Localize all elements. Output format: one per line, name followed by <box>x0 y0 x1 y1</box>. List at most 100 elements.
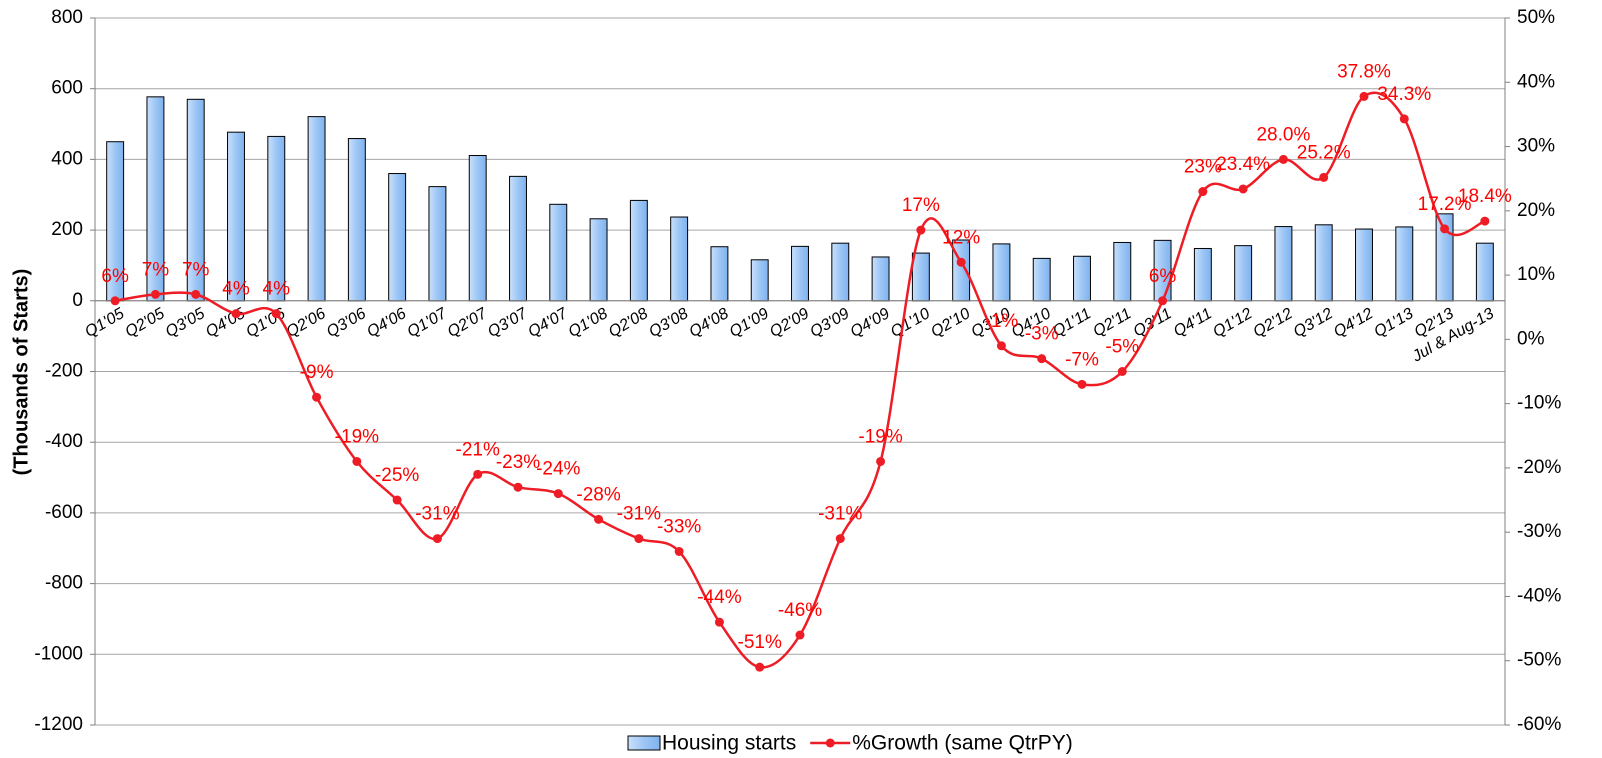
bar <box>1113 241 1132 302</box>
value-label: -33% <box>657 516 701 537</box>
value-label: -3% <box>1025 324 1059 345</box>
value-label: -31% <box>617 504 661 525</box>
bar <box>871 256 890 302</box>
point <box>110 296 120 306</box>
bar <box>1475 242 1494 302</box>
x-tick-label: Q4'08 <box>686 305 731 341</box>
y2-tick-label: 10% <box>1517 264 1555 285</box>
bar <box>831 242 850 302</box>
bar <box>428 186 447 302</box>
y2-tick-label: -10% <box>1517 393 1561 414</box>
value-label: -7% <box>1065 349 1099 370</box>
x-tick-label: Q3'09 <box>807 305 852 341</box>
x-tick-label: Q3'07 <box>485 305 531 341</box>
value-label: 25.2% <box>1297 142 1351 163</box>
bar <box>1355 228 1373 302</box>
legend-label: %Growth (same QtrPY) <box>852 732 1073 755</box>
value-label: -1% <box>985 311 1019 332</box>
x-tick-label: Q1'09 <box>727 305 772 341</box>
x-tick-label: Q3'05 <box>163 305 208 341</box>
value-label: 17.2% <box>1418 194 1472 215</box>
value-label: -44% <box>697 587 741 608</box>
x-tick-label: Q2'08 <box>606 305 651 341</box>
x-tick-label: Q1'05 <box>82 305 127 341</box>
value-label: 17% <box>902 195 940 216</box>
value-label: -23% <box>496 452 540 473</box>
bar <box>468 155 487 302</box>
value-label: 6% <box>1149 266 1177 287</box>
value-label: -19% <box>335 426 379 447</box>
value-label: -51% <box>738 632 782 653</box>
point <box>1359 91 1369 101</box>
point <box>1238 184 1248 194</box>
value-label: 12% <box>942 227 980 248</box>
legend-label: Housing starts <box>662 732 796 755</box>
point <box>473 469 483 479</box>
point <box>191 289 201 299</box>
y-tick-label: 0 <box>72 290 83 311</box>
bar <box>911 252 930 302</box>
y2-tick-label: 0% <box>1517 328 1545 349</box>
bar <box>509 175 527 302</box>
y-tick-label: -400 <box>45 431 83 452</box>
y-tick-label: -800 <box>45 573 83 594</box>
x-tick-label: Q2'12 <box>1250 305 1295 341</box>
point <box>513 482 523 492</box>
x-tick-label: Q2'10 <box>928 305 973 341</box>
x-tick-label: Q1'13 <box>1371 305 1416 341</box>
y-tick-label: -1200 <box>34 714 83 735</box>
point <box>755 662 765 672</box>
point <box>1278 154 1288 164</box>
point <box>352 456 362 466</box>
bar <box>549 203 568 302</box>
value-label: -19% <box>858 426 902 447</box>
bar <box>1395 226 1414 302</box>
y-tick-label: 800 <box>51 7 83 28</box>
x-tick-label: Q2'07 <box>445 305 491 341</box>
bar <box>1234 245 1253 302</box>
bar <box>992 243 1011 302</box>
bar <box>347 138 366 302</box>
value-label: -25% <box>375 465 419 486</box>
x-tick-label: Q3'12 <box>1291 305 1336 341</box>
x-tick-label: Q2'09 <box>767 305 812 341</box>
value-label: 28.0% <box>1256 124 1310 145</box>
value-label: -31% <box>818 504 862 525</box>
point <box>392 495 402 505</box>
y-tick-label: -600 <box>45 502 83 523</box>
value-label: -46% <box>778 600 822 621</box>
x-tick-label: Q1'10 <box>888 305 933 341</box>
bar <box>1193 247 1212 302</box>
point <box>594 514 604 524</box>
bar <box>710 246 729 302</box>
x-tick-label: Q1'07 <box>404 305 450 341</box>
bar <box>670 216 689 302</box>
y-tick-label: -200 <box>45 361 83 382</box>
bar <box>388 173 407 302</box>
point <box>1399 114 1409 124</box>
point <box>1077 379 1087 389</box>
point <box>835 534 845 544</box>
value-label: 18.4% <box>1458 186 1512 207</box>
x-tick-label: Q4'09 <box>848 305 893 341</box>
point <box>231 309 241 319</box>
bar <box>307 116 326 302</box>
y-tick-label: 600 <box>51 78 83 99</box>
point <box>795 630 805 640</box>
value-label: -24% <box>536 459 580 480</box>
value-label: 34.3% <box>1377 84 1431 105</box>
x-tick-label: Q2'05 <box>122 305 167 341</box>
point <box>150 289 160 299</box>
y-tick-label: -1000 <box>34 643 83 664</box>
x-tick-label: Q3'08 <box>646 305 691 341</box>
point <box>956 257 966 267</box>
value-label: 7% <box>142 259 170 280</box>
bar <box>1073 255 1091 302</box>
point <box>432 534 442 544</box>
point <box>1440 224 1450 234</box>
value-label: -21% <box>456 439 500 460</box>
y2-tick-label: -50% <box>1517 650 1561 671</box>
point <box>271 309 281 319</box>
y2-tick-label: -30% <box>1517 521 1561 542</box>
